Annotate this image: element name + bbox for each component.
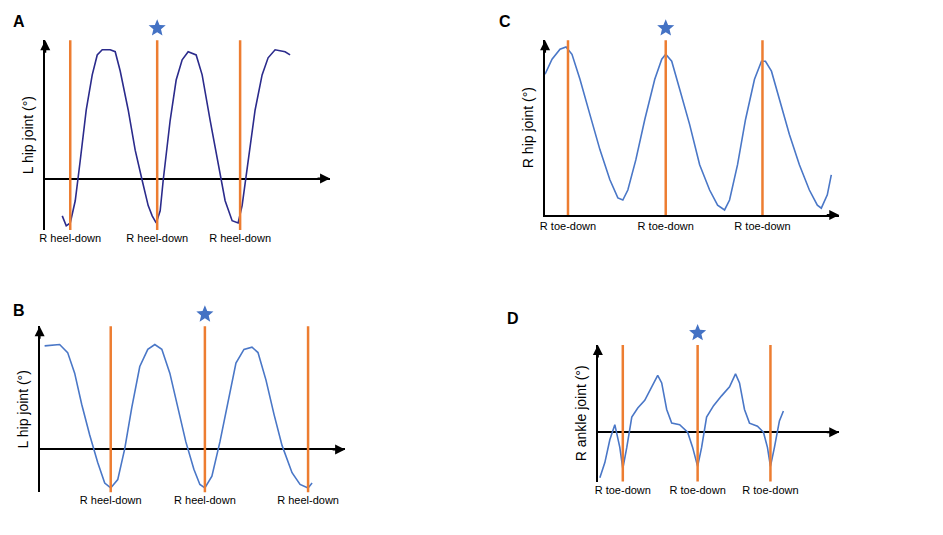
svg-text:R toe-down: R toe-down <box>742 484 798 496</box>
svg-text:R toe-down: R toe-down <box>540 220 596 232</box>
svg-text:R hip joint (°): R hip joint (°) <box>520 87 536 168</box>
svg-text:R ankle joint (°): R ankle joint (°) <box>573 365 589 461</box>
svg-text:R heel-down: R heel-down <box>80 494 142 506</box>
svg-text:B: B <box>13 302 25 319</box>
svg-text:A: A <box>13 13 25 30</box>
svg-text:R toe-down: R toe-down <box>669 484 725 496</box>
svg-text:R heel-down: R heel-down <box>277 494 339 506</box>
svg-text:R toe-down: R toe-down <box>638 220 694 232</box>
svg-text:L hip joint (°): L hip joint (°) <box>15 370 31 448</box>
svg-text:D: D <box>507 310 519 327</box>
svg-text:R heel-down: R heel-down <box>209 232 271 244</box>
svg-text:R heel-down: R heel-down <box>174 494 236 506</box>
svg-text:R heel-down: R heel-down <box>39 232 101 244</box>
svg-text:R toe-down: R toe-down <box>595 484 651 496</box>
svg-text:R heel-down: R heel-down <box>126 232 188 244</box>
svg-text:L hip joint (°): L hip joint (°) <box>20 96 36 174</box>
svg-text:C: C <box>499 13 511 30</box>
svg-text:R toe-down: R toe-down <box>734 220 790 232</box>
